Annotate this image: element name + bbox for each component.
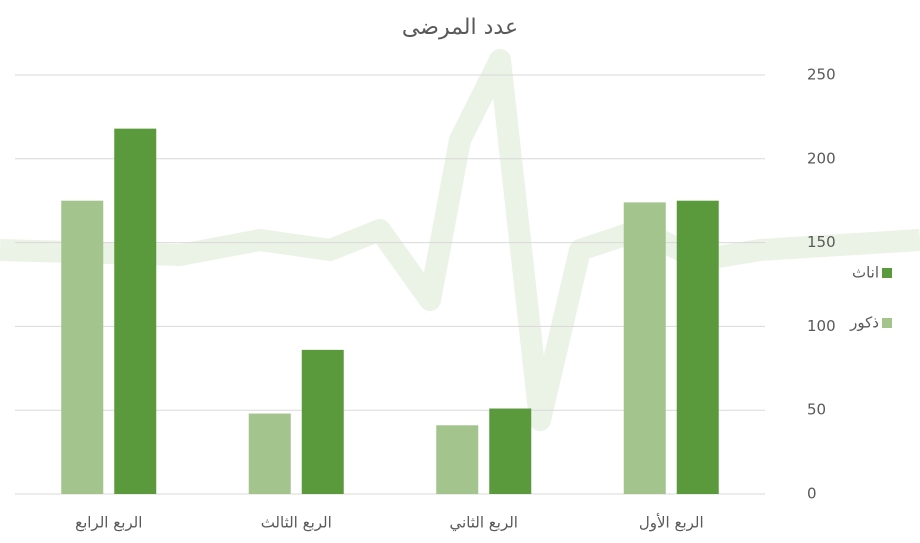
page: {"chart_data": {"type": "bar", "title": … xyxy=(0,0,920,543)
legend-swatch xyxy=(882,268,892,278)
y-tick-label: 0 xyxy=(807,485,817,503)
bar xyxy=(624,202,666,494)
y-tick-label: 200 xyxy=(807,149,836,167)
y-tick-label: 100 xyxy=(807,317,836,335)
y-tick-label: 50 xyxy=(807,401,826,419)
x-tick-label: الربع الرابع xyxy=(75,514,142,532)
x-tick-label: الربع الثاني xyxy=(450,514,518,533)
y-tick-label: 250 xyxy=(807,66,836,84)
legend-label: اناث xyxy=(852,264,879,282)
bar xyxy=(489,409,531,494)
chart: عدد المرضى 0 50 100 150 200 250 الربع الأول الر… xyxy=(0,0,920,543)
bar xyxy=(436,425,478,494)
bar xyxy=(302,350,344,494)
y-tick-label: 150 xyxy=(807,233,836,251)
bar xyxy=(61,201,103,494)
bar xyxy=(677,201,719,494)
x-tick-label: الربع الأول xyxy=(639,513,704,532)
legend-swatch xyxy=(882,318,892,328)
bar xyxy=(114,129,156,494)
bar xyxy=(249,414,291,494)
x-tick-label: الربع الثالث xyxy=(261,514,332,532)
chart-title: عدد المرضى xyxy=(402,15,518,40)
legend-label: ذكور xyxy=(849,314,879,332)
